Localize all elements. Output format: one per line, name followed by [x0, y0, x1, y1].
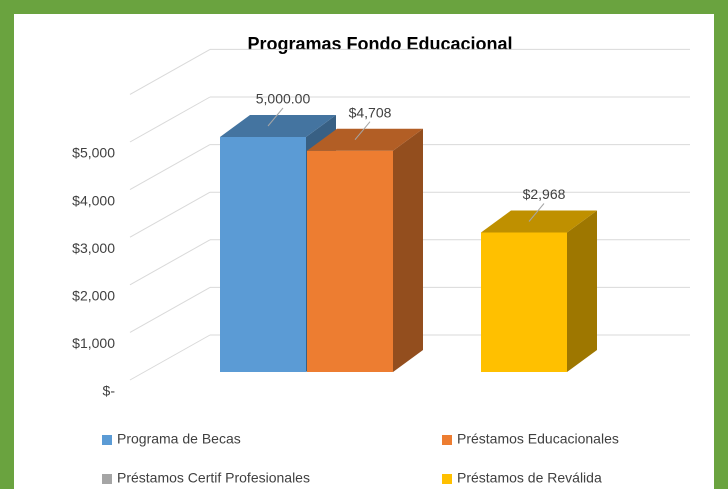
legend-swatch	[442, 435, 452, 445]
legend-label: Préstamos Certif Profesionales	[117, 470, 310, 486]
chart-title: Programas Fondo Educacional	[247, 34, 512, 54]
grid-line	[129, 48, 211, 95]
legend-swatch	[442, 474, 452, 484]
grid-line	[129, 286, 211, 333]
y-tick-label: $3,000	[72, 240, 115, 256]
bar-top	[307, 128, 423, 151]
legend-swatch	[102, 435, 112, 445]
bar-top	[481, 210, 597, 233]
bar-side	[393, 128, 423, 372]
leader-line	[267, 107, 284, 127]
leader-line	[354, 121, 371, 141]
legend-label: Préstamos de Reválida	[457, 470, 602, 486]
data-label: $2,968	[523, 186, 566, 202]
legend-label: Programa de Becas	[117, 431, 241, 447]
bar	[307, 150, 393, 372]
legend-label: Préstamos Educacionales	[457, 431, 619, 447]
grid-line	[129, 191, 211, 238]
leader-line	[528, 203, 545, 222]
bar-side	[567, 210, 597, 372]
bar	[481, 232, 567, 372]
y-tick-label: $2,000	[72, 288, 115, 304]
y-tick-label: $1,000	[72, 335, 115, 351]
bar-top	[220, 115, 336, 137]
grid-line	[129, 144, 211, 191]
grid-line	[129, 334, 211, 381]
y-tick-label: $5,000	[72, 145, 115, 161]
y-tick-label: $4,000	[72, 192, 115, 208]
y-tick-label: $-	[103, 383, 116, 399]
data-label: 5,000.00	[256, 91, 311, 107]
grid-line	[129, 239, 211, 286]
bar	[220, 137, 306, 372]
grid-line	[129, 96, 211, 143]
legend-swatch	[102, 474, 112, 484]
data-label: $4,708	[349, 104, 392, 120]
